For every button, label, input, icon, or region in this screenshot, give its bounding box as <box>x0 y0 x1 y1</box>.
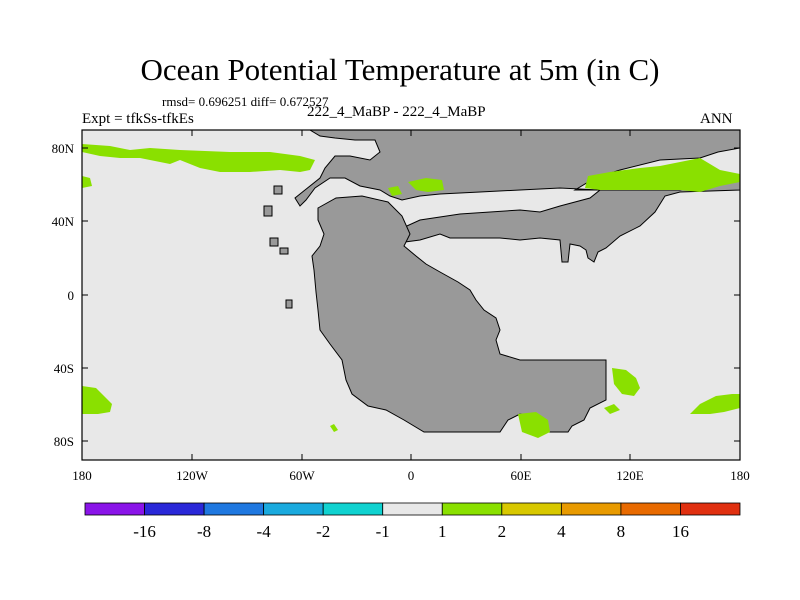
colorbar-swatch <box>203 502 265 516</box>
colorbar-label: 8 <box>617 522 626 541</box>
lon-label: 60W <box>289 468 315 483</box>
colorbar-swatch <box>322 502 384 516</box>
warm-anomaly-regions <box>82 144 740 438</box>
anomaly-south-indian <box>612 368 640 396</box>
lat-label: 0 <box>68 288 75 303</box>
anomaly-norwegian-sea <box>408 178 444 192</box>
lon-label: 0 <box>408 468 415 483</box>
colorbar-labels: -16 -8 -4 -2 -1 1 2 4 8 16 <box>133 522 689 541</box>
colorbar-label: 4 <box>557 522 566 541</box>
lon-label: 120W <box>176 468 209 483</box>
anomaly-nw-pacific <box>82 176 92 188</box>
axis-ticks <box>81 130 741 460</box>
lon-label: 180 <box>730 468 750 483</box>
experiment-label: Expt = tfkSs-tfkEs <box>82 111 194 127</box>
land-masses <box>263 129 741 433</box>
map-title: Ocean Potential Temperature at 5m (in C) <box>140 52 660 87</box>
longitude-labels: 180 120W 60W 0 60E 120E 180 <box>72 468 750 483</box>
colorbar-label: -16 <box>133 522 156 541</box>
colorbar-swatch <box>620 502 681 516</box>
colorbar <box>84 502 741 516</box>
colorbar-swatch <box>441 502 503 516</box>
lat-label: 40S <box>54 361 74 376</box>
colorbar-swatch <box>84 502 145 516</box>
anomaly-arctic-east <box>585 158 740 192</box>
lat-label: 40N <box>52 214 75 229</box>
colorbar-label: -1 <box>376 522 390 541</box>
colorbar-label: -4 <box>257 522 272 541</box>
season-label: ANN <box>700 111 733 127</box>
colorbar-swatch <box>560 502 622 516</box>
anomaly-south-west <box>82 386 112 414</box>
land-west-coast <box>311 195 607 433</box>
colorbar-label: 1 <box>438 522 447 541</box>
anomaly-arctic-west <box>82 144 315 172</box>
stats-text: rmsd= 0.696251 diff= 0.672527 <box>162 94 329 109</box>
colorbar-swatch <box>680 502 741 516</box>
anomaly-south-pacific <box>690 394 740 414</box>
colorbar-swatch <box>144 502 205 516</box>
colorbar-swatch <box>382 502 443 516</box>
colorbar-label: -8 <box>197 522 211 541</box>
colorbar-label: 16 <box>672 522 689 541</box>
colorbar-label: 2 <box>498 522 507 541</box>
colorbar-swatch <box>501 502 562 516</box>
colorbar-label: -2 <box>316 522 330 541</box>
lat-label: 80S <box>54 434 74 449</box>
lon-label: 180 <box>72 468 92 483</box>
latitude-labels: 80N 40N 0 40S 80S <box>52 141 75 449</box>
lon-label: 120E <box>616 468 644 483</box>
anomaly-south-atlantic <box>518 412 550 438</box>
colorbar-swatch <box>263 502 324 516</box>
lon-label: 60E <box>511 468 532 483</box>
lat-label: 80N <box>52 141 75 156</box>
cases-label: 222_4_MaBP - 222_4_MaBP <box>307 104 486 120</box>
